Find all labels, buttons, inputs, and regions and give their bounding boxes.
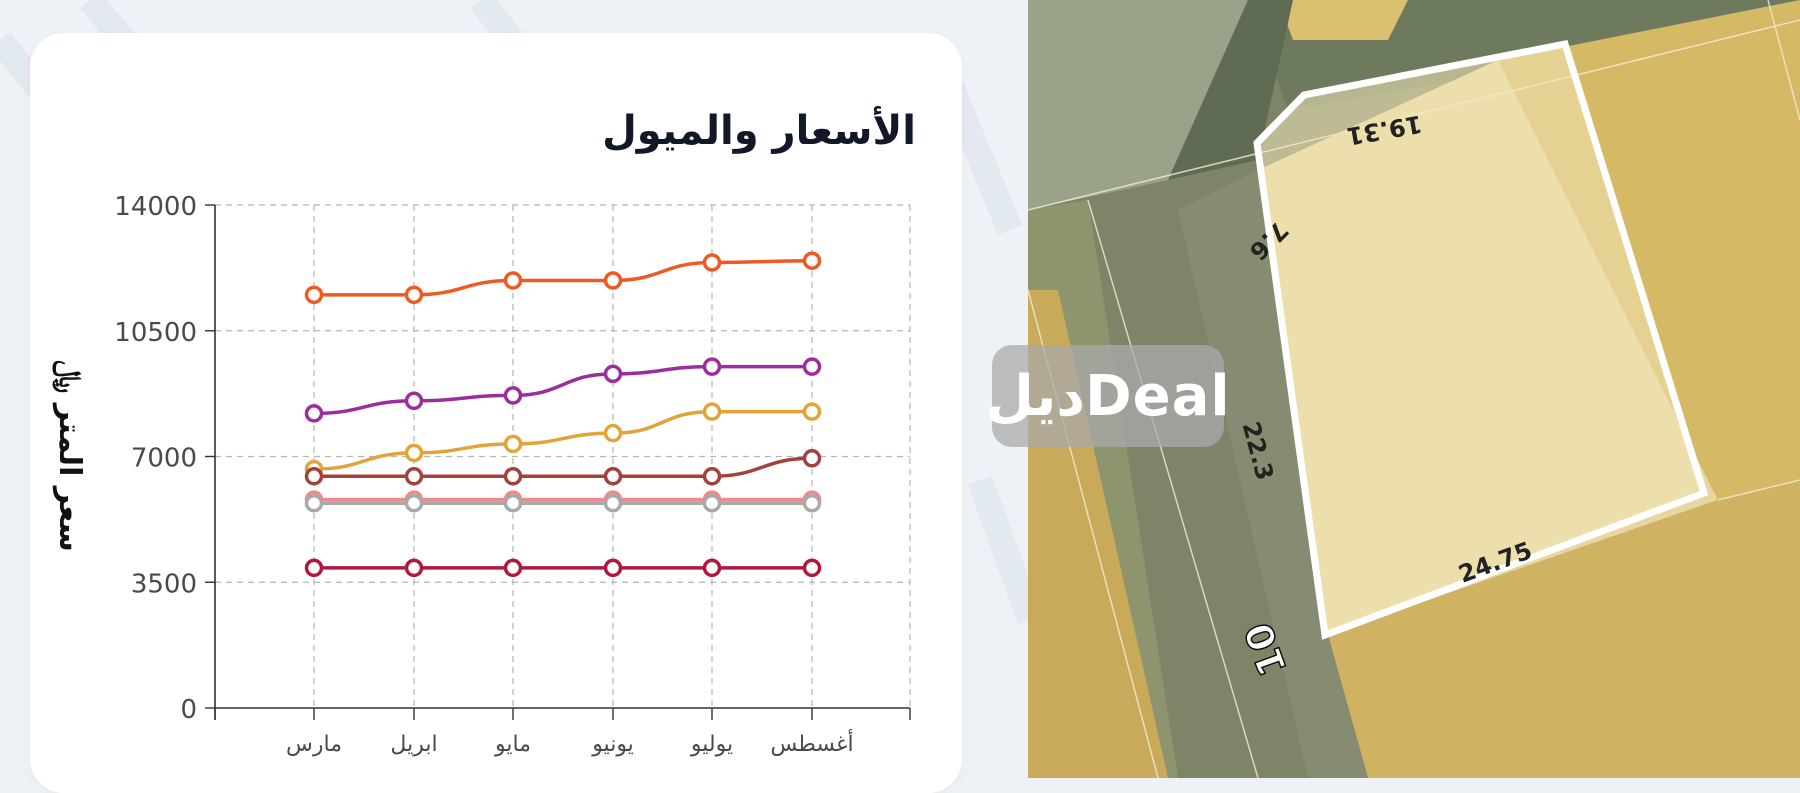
y-axis-label: سعر المتر ﷼ [51,360,87,552]
series-5-point-1 [404,493,424,513]
series-1-point-3 [603,364,623,384]
series-line-1 [313,364,812,416]
series-1-point-2 [503,386,523,405]
x-tick-label-5: أغسطس [770,729,853,757]
x-tick-label-0: مارس [286,732,342,757]
series-6-point-5 [802,558,822,578]
x-tick-label-3: يونيو [591,732,634,757]
series-5-point-4 [702,493,722,513]
series-1-point-5 [802,357,822,376]
series-0-point-4 [702,253,722,272]
series-3-point-2 [503,467,523,486]
series-6-point-0 [304,558,324,578]
x-tick-label-4: يوليو [690,732,733,757]
series-0-point-5 [802,251,822,270]
series-6-point-1 [404,558,424,578]
series-3-point-0 [304,467,324,486]
x-tick-label-1: ابريل [390,732,437,757]
series-0-point-0 [304,285,324,305]
series-0-point-2 [503,271,523,290]
series-0-point-3 [603,271,623,290]
series-1-point-0 [304,404,324,423]
series-0-point-1 [404,285,424,305]
x-tick-label-2: مايو [494,732,531,757]
series-6-point-3 [603,558,623,578]
series-6-point-4 [702,558,722,578]
series-2-point-4 [702,402,722,421]
series-2-point-3 [603,423,623,443]
series-2-point-1 [404,443,424,463]
series-5-point-5 [802,493,822,513]
y-tick-label-3: 10500 [114,318,197,348]
series-line-3 [314,456,813,479]
series-5-point-0 [304,493,324,513]
series-5-point-3 [603,493,623,513]
series-1-point-4 [702,357,722,376]
y-tick-label-1: 3500 [131,569,197,599]
series-5-point-2 [503,493,523,513]
series-3-point-3 [603,467,623,486]
card-title: الأسعار والميول [602,108,916,154]
y-tick-label-0: 0 [180,695,197,725]
series-2-point-2 [503,434,523,454]
series-1-point-1 [404,391,424,411]
series-3-point-1 [404,467,424,486]
series-3-point-5 [802,449,822,468]
price-line-chart: 0 3500 7000 10500 14000 مارس ابريل مايو يونيو يول… [51,192,911,757]
deal-watermark: ديلDeal [985,345,1230,447]
series-6-point-2 [503,558,523,578]
parcel-map[interactable]: 19.31 7.6 22.3 24.75 10 [1028,0,1800,778]
series-3-point-4 [702,467,722,486]
series-2-point-5 [802,402,822,421]
satellite-map-image: 19.31 7.6 22.3 24.75 10 [1028,0,1800,778]
y-tick-label-2: 7000 [131,444,197,474]
series-line-2 [313,409,812,471]
y-tick-label-4: 14000 [114,192,197,222]
series-line-0 [314,258,813,297]
